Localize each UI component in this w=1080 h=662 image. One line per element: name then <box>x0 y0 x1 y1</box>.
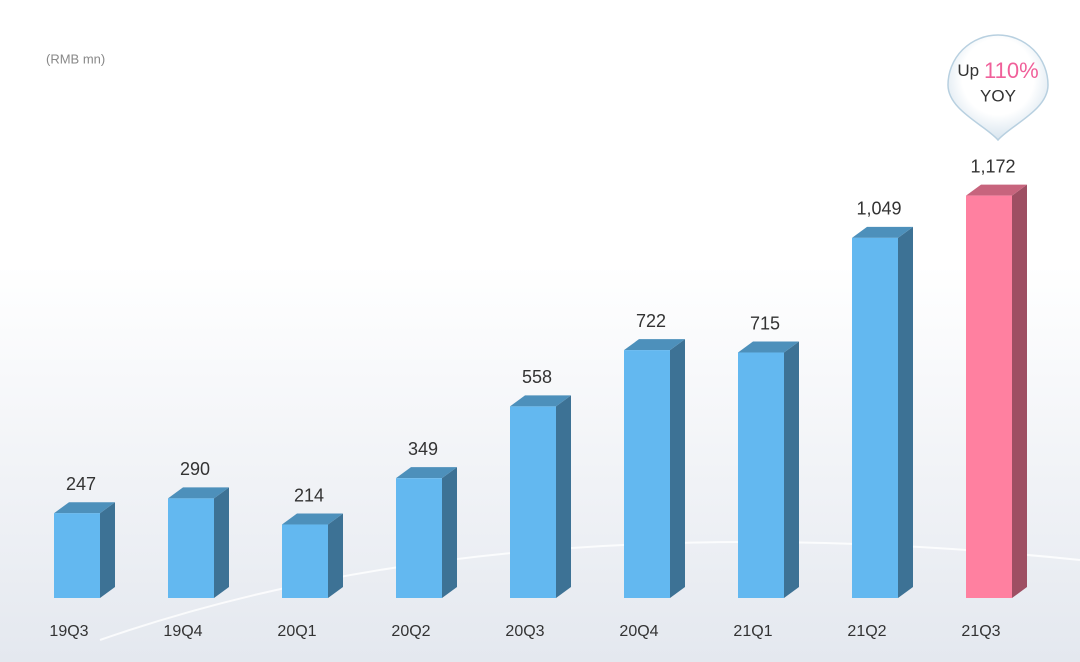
x-tick-label: 19Q4 <box>163 623 202 640</box>
bar-side <box>670 339 685 598</box>
bar-side <box>784 341 799 598</box>
bar-side <box>1012 184 1027 598</box>
bar <box>168 498 214 598</box>
bar <box>282 524 328 598</box>
bar <box>852 237 898 599</box>
bar-top <box>54 502 115 514</box>
bar <box>396 478 442 598</box>
bar-top <box>396 467 457 479</box>
callout-highlight: 110% <box>984 58 1039 83</box>
bar-top <box>624 339 685 351</box>
value-label: 722 <box>636 311 666 331</box>
bar-side <box>442 467 457 598</box>
x-tick-label: 21Q2 <box>847 623 886 640</box>
bar-side <box>898 226 913 599</box>
callout-suffix: YOY <box>980 86 1016 105</box>
value-label: 290 <box>180 459 210 479</box>
bar-top <box>168 487 229 499</box>
bar-side <box>328 513 343 598</box>
bar-side <box>556 395 571 598</box>
bar <box>510 406 556 598</box>
value-label: 1,049 <box>856 199 901 219</box>
bar <box>738 352 784 598</box>
x-tick-label: 20Q3 <box>505 623 544 640</box>
bar-top <box>282 513 343 525</box>
bar <box>624 350 670 598</box>
value-label: 1,172 <box>970 156 1015 176</box>
value-label: 558 <box>522 367 552 387</box>
bar-top <box>852 226 913 238</box>
x-tick-label: 19Q3 <box>49 623 88 640</box>
x-tick-label: 21Q3 <box>961 623 1000 640</box>
value-label: 247 <box>66 474 96 494</box>
bar-side <box>214 487 229 598</box>
x-tick-label: 20Q1 <box>277 623 316 640</box>
value-label: 214 <box>294 485 324 505</box>
x-tick-label: 20Q4 <box>619 623 658 640</box>
bar <box>966 195 1012 598</box>
callout-bubble <box>947 34 1049 142</box>
bar-top <box>738 341 799 353</box>
callout-prefix: Up <box>957 61 979 80</box>
x-tick-label: 21Q1 <box>733 623 772 640</box>
bar-top <box>966 184 1027 196</box>
bar-top <box>510 395 571 407</box>
bar-side <box>100 502 115 598</box>
value-label: 349 <box>408 439 438 459</box>
bar <box>54 513 100 598</box>
unit-label: (RMB mn) <box>46 51 105 66</box>
value-label: 715 <box>750 313 780 333</box>
callout-line1: Up 110% <box>957 58 1038 83</box>
x-tick-label: 20Q2 <box>391 623 430 640</box>
